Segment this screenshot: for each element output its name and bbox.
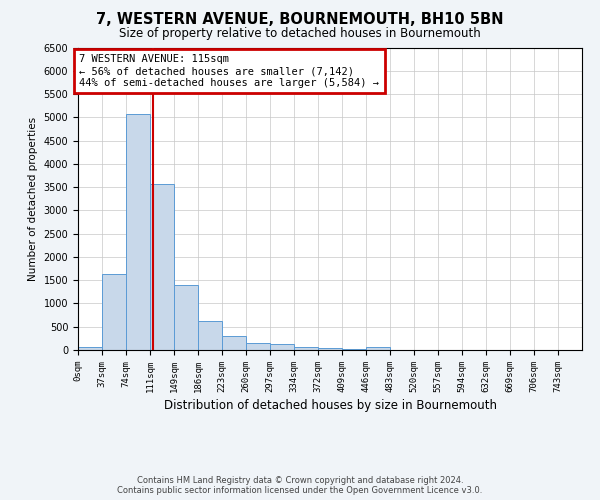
Text: 7 WESTERN AVENUE: 115sqm
← 56% of detached houses are smaller (7,142)
44% of sem: 7 WESTERN AVENUE: 115sqm ← 56% of detach… [79,54,379,88]
Bar [366,346,390,350]
Bar [150,184,174,350]
Bar [342,349,366,350]
Bar [222,336,246,350]
X-axis label: Distribution of detached houses by size in Bournemouth: Distribution of detached houses by size … [163,399,497,412]
Y-axis label: Number of detached properties: Number of detached properties [28,116,38,281]
Bar [270,344,294,350]
Text: 7, WESTERN AVENUE, BOURNEMOUTH, BH10 5BN: 7, WESTERN AVENUE, BOURNEMOUTH, BH10 5BN [96,12,504,28]
Bar [294,346,318,350]
Bar [198,321,222,350]
Bar [318,348,342,350]
Bar [246,343,270,350]
Bar [78,346,102,350]
Bar [126,114,150,350]
Bar [174,285,198,350]
Bar [102,274,126,350]
Text: Size of property relative to detached houses in Bournemouth: Size of property relative to detached ho… [119,28,481,40]
Text: Contains HM Land Registry data © Crown copyright and database right 2024.
Contai: Contains HM Land Registry data © Crown c… [118,476,482,495]
